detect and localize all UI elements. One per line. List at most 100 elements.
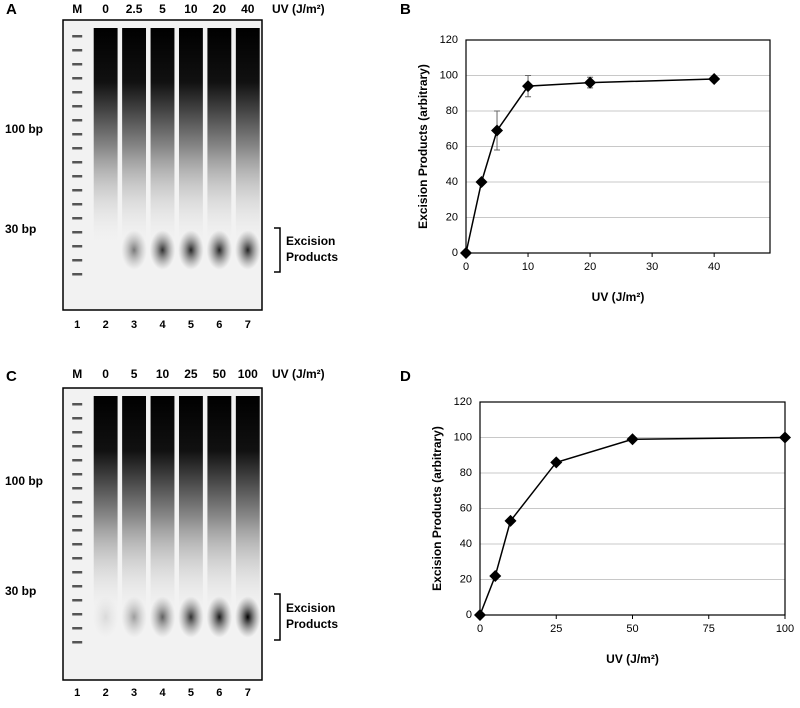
y-tick-label: 80 <box>460 467 472 479</box>
excision-band <box>92 596 119 638</box>
excision-band <box>206 230 233 270</box>
lane-number: 3 <box>131 319 137 331</box>
size-marker: 30 bp <box>5 584 36 598</box>
y-tick-label: 80 <box>446 105 458 117</box>
ladder-band <box>72 403 83 406</box>
lane-number: 7 <box>245 687 251 699</box>
lane-header: 100 <box>238 367 258 381</box>
excision-band <box>178 596 204 638</box>
y-tick-label: 120 <box>440 34 458 46</box>
lane-smear <box>178 28 203 246</box>
plot-frame <box>465 39 771 254</box>
lane-header: 50 <box>213 367 227 381</box>
data-line <box>465 78 715 254</box>
data-point <box>474 609 486 621</box>
ladder-band <box>72 501 83 504</box>
ladder-band <box>72 417 83 420</box>
excision-band <box>149 230 176 270</box>
ladder-band <box>72 473 83 476</box>
lane-smear <box>122 28 147 246</box>
ladder-band <box>72 627 83 630</box>
ladder-band <box>72 35 83 38</box>
excision-band <box>206 596 233 638</box>
panel-label: B <box>400 1 411 18</box>
lane-smear <box>207 28 232 246</box>
lane-header: 5 <box>131 367 138 381</box>
ladder-band <box>72 49 83 52</box>
size-marker: 100 bp <box>5 474 43 488</box>
x-axis-title: UV (J/m²) <box>606 652 659 666</box>
lane-number: 5 <box>188 687 194 699</box>
data-point <box>779 431 791 444</box>
ladder-band <box>72 641 83 644</box>
ladder-band <box>72 91 83 94</box>
ladder-band <box>72 515 83 518</box>
lane-number: 1 <box>74 687 80 699</box>
ladder-band <box>72 133 83 136</box>
size-marker: 30 bp <box>5 222 36 236</box>
lane-number: 2 <box>103 687 109 699</box>
y-tick-label: 60 <box>460 502 472 514</box>
x-tick-label: 100 <box>776 623 794 635</box>
lane-smear <box>235 28 260 246</box>
lane-number: 5 <box>188 319 194 331</box>
y-tick-label: 100 <box>454 431 472 443</box>
x-tick-label: 75 <box>703 623 715 635</box>
y-tick-label: 120 <box>454 396 472 408</box>
lane-header: 0 <box>102 367 109 381</box>
lane-smear <box>150 28 175 246</box>
ladder-band <box>72 599 83 602</box>
excision-band <box>178 230 204 270</box>
bracket <box>274 593 281 641</box>
lane-header: M <box>72 2 82 16</box>
plot-frame <box>479 401 786 616</box>
excision-band <box>234 596 261 638</box>
ladder-band <box>72 217 83 220</box>
lane-smear <box>93 396 118 615</box>
lane-header: 25 <box>184 367 198 381</box>
ladder-band <box>72 487 83 490</box>
lane-number: 7 <box>245 319 251 331</box>
data-point <box>491 124 504 137</box>
excision-band <box>121 230 147 270</box>
bracket-label: Excision <box>286 601 335 615</box>
ladder-band <box>72 459 83 462</box>
lane-number: 3 <box>131 687 137 699</box>
y-tick-label: 40 <box>446 176 458 188</box>
lane-smear <box>93 28 118 246</box>
ladder-band <box>72 445 83 448</box>
lane-header: 0 <box>102 2 109 16</box>
data-point <box>708 73 721 86</box>
excision-band <box>149 596 176 638</box>
y-tick-label: 0 <box>466 609 472 621</box>
y-tick-label: 60 <box>446 140 458 152</box>
ladder-band <box>72 63 83 66</box>
x-tick-label: 40 <box>708 261 720 273</box>
gel-unit: UV (J/m²) <box>272 367 325 381</box>
lane-number: 1 <box>74 319 80 331</box>
data-point <box>522 80 535 93</box>
data-point <box>475 176 488 188</box>
y-axis-title: Excision Products (arbitrary) <box>430 426 444 591</box>
ladder-band <box>72 231 83 234</box>
lane-smear <box>207 396 232 615</box>
ladder-band <box>72 245 83 248</box>
ladder-band <box>72 77 83 80</box>
ladder-band <box>72 175 83 178</box>
y-axis-title: Excision Products (arbitrary) <box>416 64 430 229</box>
lane-smear <box>150 396 175 615</box>
x-tick-label: 0 <box>477 623 483 635</box>
y-tick-label: 20 <box>446 211 458 223</box>
x-tick-label: 20 <box>584 261 596 273</box>
lane-header: 5 <box>159 2 166 16</box>
bracket <box>274 227 281 273</box>
lane-smear <box>235 396 260 615</box>
ladder-band <box>72 543 83 546</box>
ladder-band <box>72 529 83 532</box>
y-tick-label: 0 <box>452 247 458 259</box>
x-tick-label: 30 <box>646 261 658 273</box>
gel-unit: UV (J/m²) <box>272 2 325 16</box>
ladder-band <box>72 147 83 150</box>
lane-header: 2.5 <box>126 2 143 16</box>
size-marker: 100 bp <box>5 122 43 136</box>
